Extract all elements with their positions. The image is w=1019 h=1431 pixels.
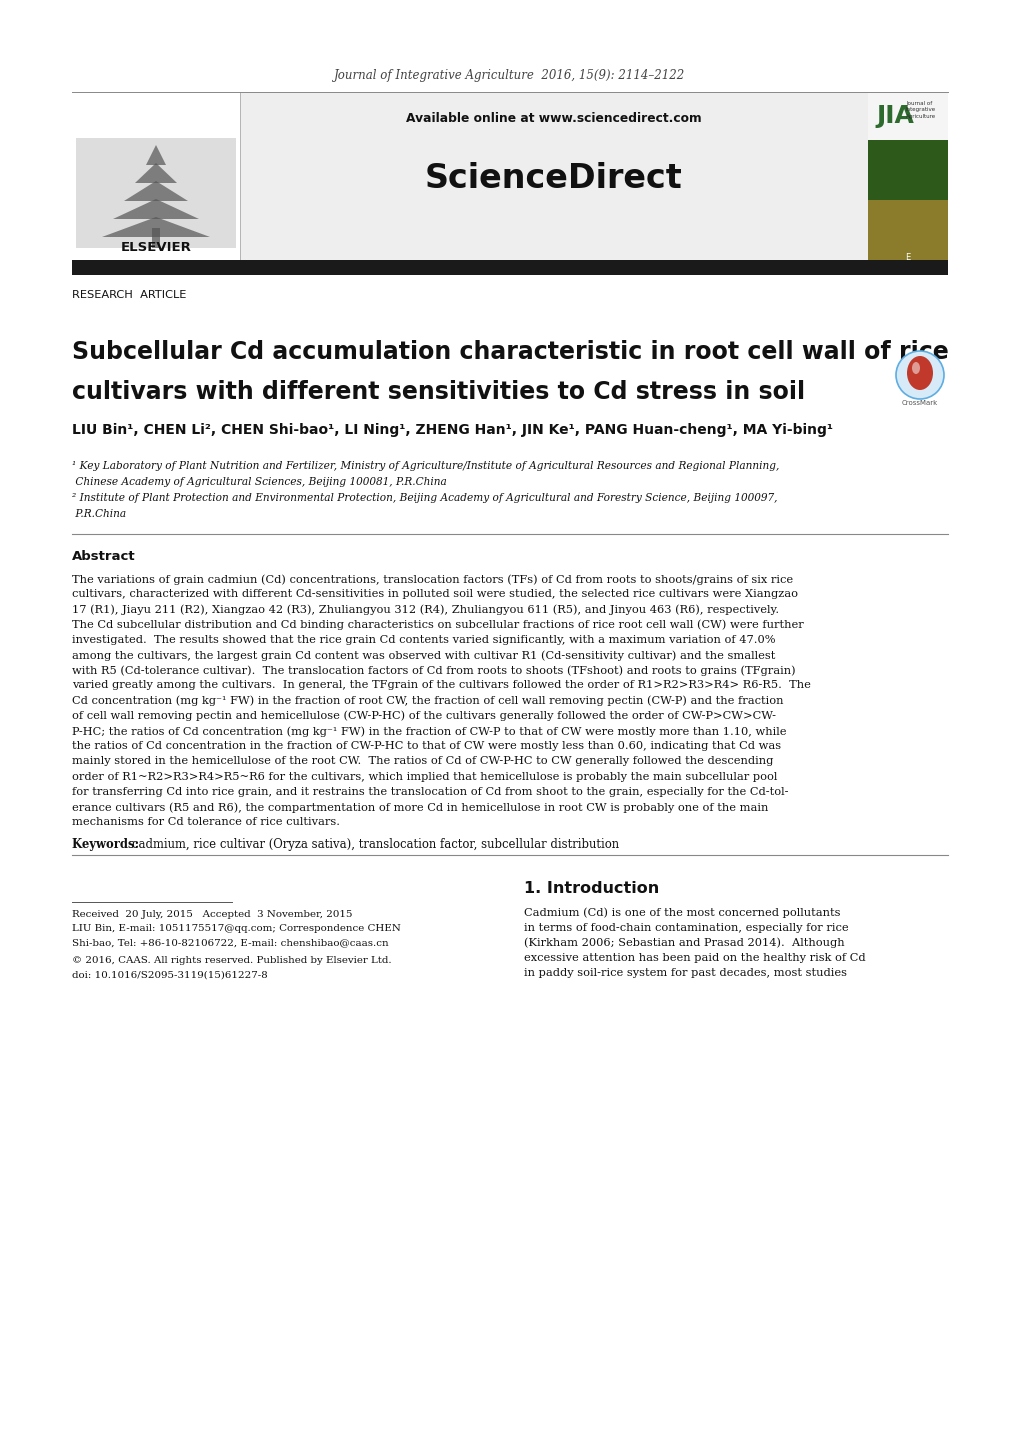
Text: cadmium, rice cultivar (Oryza sativa), translocation factor, subcellular distrib: cadmium, rice cultivar (Oryza sativa), t… (131, 839, 619, 851)
Text: cultivars, characterized with different Cd-sensitivities in polluted soil were s: cultivars, characterized with different … (72, 590, 797, 600)
Circle shape (895, 351, 943, 399)
Polygon shape (102, 218, 210, 238)
Text: RESEARCH  ARTICLE: RESEARCH ARTICLE (72, 290, 186, 301)
Text: Abstract: Abstract (72, 550, 136, 562)
Text: The variations of grain cadmiun (Cd) concentrations, translocation factors (TFs): The variations of grain cadmiun (Cd) con… (72, 574, 793, 584)
Bar (867, 92, 947, 260)
Ellipse shape (906, 356, 932, 391)
Text: ScienceDirect: ScienceDirect (425, 162, 682, 195)
Text: Journal of Integrative Agriculture  2016, 15(9): 2114–2122: Journal of Integrative Agriculture 2016,… (334, 69, 685, 82)
Text: the ratios of Cd concentration in the fraction of CW-P-HC to that of CW were mos: the ratios of Cd concentration in the fr… (72, 741, 781, 751)
Text: Cd concentration (mg kg⁻¹ FW) in the fraction of root CW, the fraction of cell w: Cd concentration (mg kg⁻¹ FW) in the fra… (72, 695, 783, 705)
Text: Journal of
Integrative
Agriculture: Journal of Integrative Agriculture (905, 102, 935, 119)
Text: cultivars with different sensitivities to Cd stress in soil: cultivars with different sensitivities t… (72, 381, 804, 404)
Text: mechanisms for Cd tolerance of rice cultivars.: mechanisms for Cd tolerance of rice cult… (72, 817, 339, 827)
Text: Shi-bao, Tel: +86-10-82106722, E-mail: chenshibao@caas.cn: Shi-bao, Tel: +86-10-82106722, E-mail: c… (72, 939, 388, 947)
Text: among the cultivars, the largest grain Cd content was observed with cultivar R1 : among the cultivars, the largest grain C… (72, 650, 774, 661)
Text: of cell wall removing pectin and hemicellulose (CW-P-HC) of the cultivars genera: of cell wall removing pectin and hemicel… (72, 711, 775, 721)
Bar (867, 140, 947, 260)
Bar (239, 92, 867, 260)
Text: CrossMark: CrossMark (901, 401, 937, 406)
Text: P.R.China: P.R.China (72, 509, 126, 519)
Polygon shape (146, 145, 166, 165)
Text: doi: 10.1016/S2095-3119(15)61227-8: doi: 10.1016/S2095-3119(15)61227-8 (72, 970, 268, 979)
Text: © 2016, CAAS. All rights reserved. Published by Elsevier Ltd.: © 2016, CAAS. All rights reserved. Publi… (72, 956, 391, 966)
Text: 17 (R1), Jiayu 211 (R2), Xiangzao 42 (R3), Zhuliangyou 312 (R4), Zhuliangyou 611: 17 (R1), Jiayu 211 (R2), Xiangzao 42 (R3… (72, 604, 779, 615)
Text: Subcellular Cd accumulation characteristic in root cell wall of rice: Subcellular Cd accumulation characterist… (72, 341, 948, 363)
Text: P-HC; the ratios of Cd concentration (mg kg⁻¹ FW) in the fraction of CW-P to tha: P-HC; the ratios of Cd concentration (mg… (72, 726, 786, 737)
Text: mainly stored in the hemicellulose of the root CW.  The ratios of Cd of CW-P-HC : mainly stored in the hemicellulose of th… (72, 757, 772, 767)
Text: erance cultivars (R5 and R6), the compartmentation of more Cd in hemicellulose i: erance cultivars (R5 and R6), the compar… (72, 801, 767, 813)
Text: 1. Introduction: 1. Introduction (524, 881, 658, 896)
Bar (152, 228, 160, 248)
Bar (867, 140, 947, 200)
Text: in terms of food-chain contamination, especially for rice: in terms of food-chain contamination, es… (524, 923, 848, 933)
Text: Cadmium (Cd) is one of the most concerned pollutants: Cadmium (Cd) is one of the most concerne… (524, 907, 840, 917)
Text: Keywords:: Keywords: (72, 839, 143, 851)
Bar (76, 137, 235, 248)
Text: Chinese Academy of Agricultural Sciences, Beijing 100081, P.R.China: Chinese Academy of Agricultural Sciences… (72, 477, 446, 487)
Text: with R5 (Cd-tolerance cultivar).  The translocation factors of Cd from roots to : with R5 (Cd-tolerance cultivar). The tra… (72, 665, 795, 675)
Text: in paddy soil-rice system for past decades, most studies: in paddy soil-rice system for past decad… (524, 969, 846, 979)
Text: varied greatly among the cultivars.  In general, the TFgrain of the cultivars fo: varied greatly among the cultivars. In g… (72, 680, 810, 690)
Bar (72, 92, 947, 260)
Bar (867, 92, 947, 140)
Text: for transferring Cd into rice grain, and it restrains the translocation of Cd fr: for transferring Cd into rice grain, and… (72, 787, 788, 797)
Bar (867, 200, 947, 260)
Polygon shape (135, 163, 177, 183)
Ellipse shape (911, 362, 919, 373)
Polygon shape (113, 199, 199, 219)
Text: LIU Bin, E-mail: 1051175517@qq.com; Correspondence CHEN: LIU Bin, E-mail: 1051175517@qq.com; Corr… (72, 924, 400, 933)
Text: excessive attention has been paid on the healthy risk of Cd: excessive attention has been paid on the… (524, 953, 865, 963)
Polygon shape (124, 180, 187, 200)
Bar (72, 92, 239, 260)
Text: (Kirkham 2006; Sebastian and Prasad 2014).  Although: (Kirkham 2006; Sebastian and Prasad 2014… (524, 937, 844, 949)
Text: investigated.  The results showed that the rice grain Cd contents varied signifi: investigated. The results showed that th… (72, 635, 774, 645)
Bar (72, 260, 947, 275)
Text: ¹ Key Laboratory of Plant Nutrition and Fertilizer, Ministry of Agriculture/Inst: ¹ Key Laboratory of Plant Nutrition and … (72, 461, 779, 471)
Text: Available online at www.sciencedirect.com: Available online at www.sciencedirect.co… (406, 112, 701, 124)
Text: LIU Bin¹, CHEN Li², CHEN Shi-bao¹, LI Ning¹, ZHENG Han¹, JIN Ke¹, PANG Huan-chen: LIU Bin¹, CHEN Li², CHEN Shi-bao¹, LI Ni… (72, 424, 833, 436)
Text: order of R1~R2>R3>R4>R5~R6 for the cultivars, which implied that hemicellulose i: order of R1~R2>R3>R4>R5~R6 for the culti… (72, 771, 776, 781)
Text: The Cd subcellular distribution and Cd binding characteristics on subcellular fr: The Cd subcellular distribution and Cd b… (72, 620, 803, 630)
Text: JIA: JIA (875, 104, 913, 127)
Text: E: E (905, 253, 910, 262)
Text: ² Institute of Plant Protection and Environmental Protection, Beijing Academy of: ² Institute of Plant Protection and Envi… (72, 494, 776, 504)
Text: Received  20 July, 2015   Accepted  3 November, 2015: Received 20 July, 2015 Accepted 3 Novemb… (72, 910, 353, 919)
Text: ELSEVIER: ELSEVIER (120, 240, 192, 253)
